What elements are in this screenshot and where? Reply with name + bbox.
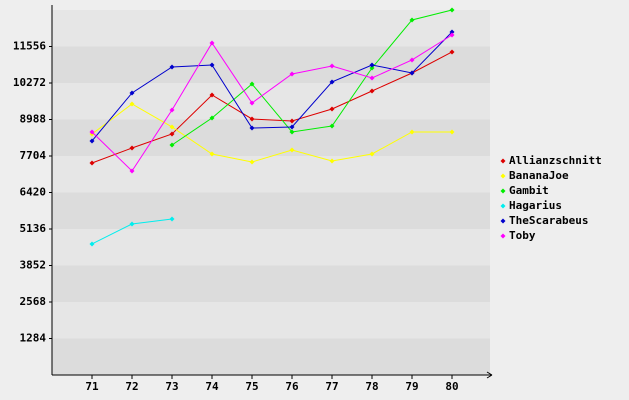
data-point: [409, 70, 415, 76]
y-tick-label: 11556: [13, 40, 46, 53]
legend-label: TheScarabeus: [509, 214, 588, 227]
series-line: [171, 9, 453, 146]
y-tick-label: 6420: [20, 186, 47, 199]
data-point: [449, 49, 455, 55]
data-point: [89, 241, 95, 247]
legend-marker: [500, 188, 506, 194]
data-point: [89, 160, 95, 166]
data-point: [169, 142, 175, 148]
x-tick-label: 73: [165, 380, 178, 393]
grid-band: [52, 83, 490, 120]
data-point: [409, 17, 415, 23]
data-point: [329, 158, 335, 164]
x-tick-label: 76: [285, 380, 299, 393]
data-point: [449, 32, 455, 38]
grid-band: [52, 192, 490, 229]
series-line: [91, 34, 453, 172]
data-point: [249, 100, 255, 106]
legend-label: Hagarius: [509, 199, 562, 212]
grid-band: [52, 119, 490, 156]
y-tick-label: 8988: [20, 113, 47, 126]
data-point: [329, 63, 335, 69]
y-tick-label: 10272: [13, 76, 46, 89]
legend-marker: [500, 158, 506, 164]
data-point: [129, 145, 135, 151]
grid-band: [52, 338, 490, 375]
legend-marker: [500, 173, 506, 179]
data-point: [369, 62, 375, 68]
data-point: [409, 57, 415, 63]
data-point: [369, 151, 375, 157]
data-point: [289, 118, 295, 124]
data-point: [129, 168, 135, 174]
data-point: [169, 107, 175, 113]
series-line: [91, 103, 452, 163]
x-tick-label: 79: [405, 380, 418, 393]
data-point: [329, 106, 335, 112]
data-point: [289, 147, 295, 153]
legend-label: Toby: [509, 229, 536, 242]
x-tick-label: 72: [125, 380, 138, 393]
grid-band: [52, 156, 490, 193]
x-tick-label: 71: [85, 380, 99, 393]
grid-band: [52, 10, 490, 47]
data-point: [289, 71, 295, 77]
y-tick-label: 3852: [20, 259, 47, 272]
data-point: [89, 129, 95, 135]
data-point: [209, 92, 215, 98]
legend-label: Allianzschnitt: [509, 154, 602, 167]
y-tick-label: 1284: [20, 332, 47, 345]
data-point: [209, 151, 215, 157]
data-point: [289, 129, 295, 135]
grid-band: [52, 229, 490, 266]
data-point: [209, 62, 215, 68]
data-point: [169, 124, 175, 130]
data-point: [449, 129, 455, 135]
data-point: [369, 88, 375, 94]
y-tick-label: 2568: [20, 295, 47, 308]
x-tick-label: 78: [365, 380, 378, 393]
x-tick-label: 75: [245, 380, 258, 393]
x-axis-arrow: [486, 371, 493, 379]
data-point: [129, 101, 135, 107]
legend-marker: [500, 218, 506, 224]
data-point: [169, 131, 175, 137]
y-tick-label: 5136: [20, 222, 47, 235]
data-point: [249, 116, 255, 122]
grid-band: [52, 302, 490, 339]
data-point: [169, 64, 175, 70]
data-point: [329, 123, 335, 129]
data-point: [369, 75, 375, 81]
legend-marker: [500, 203, 506, 209]
grid-band: [52, 46, 490, 83]
grid-band: [52, 265, 490, 302]
data-point: [249, 159, 255, 165]
data-point: [409, 129, 415, 135]
data-point: [129, 221, 135, 227]
data-point: [169, 216, 175, 222]
data-point: [209, 115, 215, 121]
data-point: [249, 125, 255, 131]
legend-label: Gambit: [509, 184, 549, 197]
data-point: [209, 40, 215, 46]
data-point: [449, 29, 455, 35]
x-tick-label: 74: [205, 380, 219, 393]
data-point: [329, 79, 335, 85]
legend-marker: [500, 233, 506, 239]
y-tick-label: 7704: [20, 149, 47, 162]
x-tick-label: 77: [325, 380, 338, 393]
data-point: [249, 81, 255, 87]
data-point: [369, 65, 375, 71]
data-point: [289, 124, 295, 130]
data-point: [129, 90, 135, 96]
data-point: [89, 138, 95, 144]
data-point: [449, 7, 455, 13]
x-tick-label: 80: [445, 380, 458, 393]
legend-label: BananaJoe: [509, 169, 569, 182]
